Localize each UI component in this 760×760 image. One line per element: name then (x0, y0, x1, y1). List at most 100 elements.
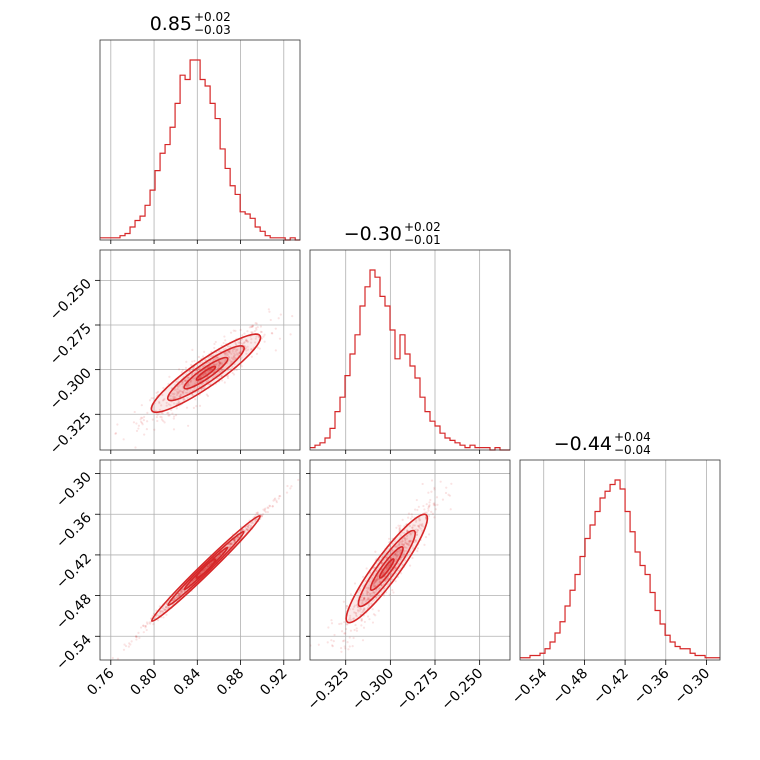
sample-point (178, 368, 181, 371)
sample-point (277, 317, 280, 320)
sample-point (207, 356, 210, 359)
sample-point (202, 382, 205, 385)
sample-point (241, 347, 244, 350)
sample-point (161, 393, 164, 397)
sample-point (133, 410, 136, 414)
sample-point (214, 340, 217, 344)
sample-point (364, 600, 367, 603)
contour-level-4 (378, 558, 395, 579)
sample-point (229, 345, 232, 349)
sample-point (233, 539, 236, 542)
sample-point (175, 380, 178, 383)
sample-point (140, 404, 143, 407)
sample-point (245, 528, 248, 531)
sample-point (192, 579, 195, 582)
sample-point (416, 524, 420, 528)
sample-point (260, 337, 264, 340)
sample-point (235, 537, 239, 541)
title-minus: −0.04 (614, 443, 651, 457)
sample-point (374, 550, 377, 553)
sample-point (245, 527, 249, 531)
sample-point (250, 338, 253, 341)
sample-point (353, 628, 356, 632)
sample-point (206, 564, 210, 567)
sample-point (361, 592, 364, 596)
sample-point (206, 394, 210, 398)
sample-point (209, 563, 212, 566)
sample-point (191, 360, 194, 363)
sample-point (371, 592, 374, 595)
sample-point (371, 608, 374, 611)
text-layer: 0.85 +0.02−0.03−0.30 +0.02−0.01−0.44 +0.04−… (47, 10, 713, 713)
sample-point (228, 543, 232, 546)
sample-point (340, 647, 343, 650)
sample-point (363, 596, 366, 599)
sample-point (327, 626, 330, 629)
sample-point (351, 617, 355, 620)
sample-point (158, 402, 161, 405)
sample-point (169, 398, 172, 401)
sample-point (389, 562, 392, 565)
contour-level-3 (369, 545, 404, 591)
sample-point (385, 550, 388, 553)
sample-point (172, 415, 176, 418)
sample-point (152, 612, 156, 615)
sample-point (409, 532, 413, 535)
sample-point (218, 360, 221, 363)
sample-point (405, 541, 408, 544)
sample-point (419, 518, 422, 521)
sample-point (262, 508, 265, 511)
sample-point (168, 375, 171, 378)
sample-point (342, 600, 345, 603)
sample-point (263, 340, 266, 343)
sample-point (165, 404, 168, 407)
sample-point (368, 618, 371, 621)
sample-point (142, 624, 145, 627)
sample-point (403, 541, 407, 544)
sample-point (382, 594, 386, 597)
sample-point (230, 542, 234, 546)
sample-point (172, 428, 176, 431)
sample-point (422, 504, 425, 508)
sample-point (341, 640, 345, 643)
sample-point (238, 350, 242, 353)
sample-point (404, 538, 407, 541)
sample-point (399, 572, 403, 575)
sample-point (141, 423, 144, 426)
sample-point (175, 394, 179, 397)
sample-point (441, 498, 445, 501)
sample-point (254, 322, 257, 325)
sample-point (246, 529, 249, 532)
sample-point (407, 512, 411, 515)
sample-point (233, 356, 236, 359)
sample-point (238, 352, 241, 355)
sample-point (395, 566, 398, 569)
sample-point (240, 365, 243, 368)
histogram-2 (310, 269, 510, 451)
sample-point (344, 647, 347, 650)
sample-point (251, 325, 254, 328)
sample-point (218, 370, 221, 373)
sample-point (134, 635, 138, 639)
sample-point (353, 582, 357, 585)
sample-point (369, 572, 372, 575)
sample-point (411, 526, 414, 530)
sample-point (247, 525, 250, 528)
sample-point (401, 531, 404, 534)
sample-point (393, 553, 397, 556)
sample-point (229, 543, 233, 546)
sample-point (372, 591, 376, 594)
sample-point (352, 608, 355, 611)
sample-point (388, 564, 391, 567)
sample-point (232, 356, 235, 359)
sample-point (398, 542, 401, 545)
sample-point (373, 580, 377, 584)
sample-point (146, 411, 149, 414)
sample-point (199, 375, 202, 379)
sample-point (348, 645, 351, 648)
sample-point (198, 404, 202, 407)
sample-point (215, 363, 218, 367)
sample-point (267, 506, 270, 510)
sample-point (142, 624, 145, 627)
histogram-1 (100, 59, 301, 241)
